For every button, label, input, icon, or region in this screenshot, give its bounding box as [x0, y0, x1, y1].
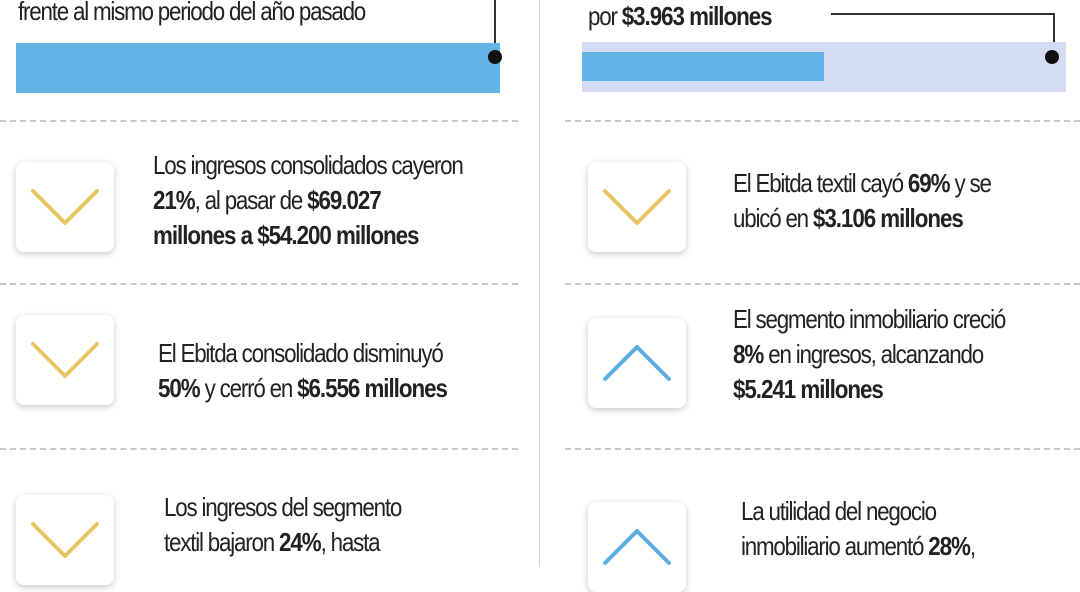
text-line: La utilidad del negocio: [741, 494, 975, 529]
indicator-card-left-1: [16, 162, 114, 252]
left-leader-line: [494, 0, 496, 50]
text-line: ubicó en $3.106 millones: [733, 201, 991, 236]
right-bar-dot: [1045, 50, 1059, 64]
highlight-value: 50%: [158, 373, 201, 403]
text-line: Los ingresos consolidados cayeron: [153, 148, 464, 183]
left-top-caption: frente al mismo periodo del año pasado: [18, 0, 366, 26]
stat-text-left-2: El Ebitda consolidado disminuyó 50% y cer…: [158, 336, 448, 406]
text-segment: El segmento inmobiliario creció: [733, 304, 1006, 334]
chevron-down-icon: [31, 522, 99, 558]
indicator-card-left-2: [16, 315, 114, 405]
chevron-up-icon: [603, 345, 671, 381]
text-segment: , hasta: [320, 527, 381, 557]
indicator-card-right-3: [588, 502, 686, 592]
text-line: millones a $54.200 millones: [153, 218, 463, 253]
right-leader-line: [831, 13, 1055, 55]
text-segment: en ingresos, alcanzando: [763, 339, 984, 369]
text-segment: textil bajaron: [164, 527, 279, 557]
highlight-value: $3.106 millones: [812, 203, 964, 233]
stat-text-left-3: Los ingresos del segmento textil bajaron …: [164, 490, 402, 560]
left-bar-dot: [488, 50, 502, 64]
highlight-value: 21%: [153, 185, 196, 215]
separator-left-2: [0, 283, 518, 285]
text-line: 50% y cerró en $6.556 millones: [158, 371, 448, 406]
text-line: Los ingresos del segmento: [164, 490, 402, 525]
separator-left-3: [0, 448, 518, 450]
highlight-value: 28%: [928, 531, 971, 561]
right-top-caption: por $3.963 millones: [588, 1, 773, 31]
highlight-value: 69%: [907, 168, 951, 198]
column-divider: [539, 0, 540, 567]
text-line: $5.241 millones: [733, 372, 1005, 407]
right-progress-track: [582, 42, 1066, 92]
text-segment: El Ebitda consolidado disminuyó: [158, 338, 444, 368]
highlight-value: 8%: [733, 339, 764, 369]
separator-right-3: [565, 448, 1080, 450]
text-line: 8% en ingresos, alcanzando: [733, 337, 1005, 372]
highlight-value: 24%: [278, 527, 322, 557]
text-line: 21%, al pasar de $69.027: [153, 183, 463, 218]
highlight-value: $69.027: [307, 185, 382, 215]
indicator-card-right-1: [588, 162, 686, 252]
highlight-value: $6.556 millones: [297, 373, 448, 403]
text-segment: inmobiliario aumentó: [741, 531, 929, 561]
text-line: El Ebitda textil cayó 69% y se: [733, 166, 992, 201]
highlight-value: $5.241 millones: [733, 374, 884, 404]
text-line: inmobiliario aumentó 28%,: [741, 529, 976, 564]
text-segment: ubicó en: [733, 203, 813, 233]
text-segment: Los ingresos del segmento: [164, 492, 402, 522]
text-segment: El Ebitda textil cayó: [733, 168, 908, 198]
chevron-up-icon: [603, 529, 671, 565]
separator-right-1: [565, 120, 1080, 122]
text-segment: , al pasar de: [194, 185, 308, 215]
stat-text-left-1: Los ingresos consolidados cayeron 21%, al…: [153, 148, 464, 253]
left-progress-bar: [16, 43, 500, 93]
separator-left-1: [0, 120, 518, 122]
stat-text-right-2: El segmento inmobiliario creció 8% en ing…: [733, 302, 1006, 407]
indicator-card-left-3: [16, 495, 114, 585]
indicator-card-right-2: [588, 318, 686, 408]
text-line: El Ebitda consolidado disminuyó: [158, 336, 447, 371]
highlight-value: millones a $54.200 millones: [153, 220, 419, 250]
stat-text-right-3: La utilidad del negocio inmobiliario aume…: [741, 494, 976, 564]
text-line: El segmento inmobiliario creció: [733, 302, 1006, 337]
text-segment: La utilidad del negocio: [741, 496, 937, 526]
text-segment: ,: [969, 531, 976, 561]
chevron-down-icon: [31, 189, 99, 225]
stat-text-right-1: El Ebitda textil cayó 69% y se ubicó en $…: [733, 166, 992, 236]
text-line: textil bajaron 24%, hasta: [164, 525, 401, 560]
separator-right-2: [565, 283, 1080, 285]
chevron-down-icon: [31, 342, 99, 378]
text-segment: y se: [949, 168, 992, 198]
text-segment: y cerró en: [199, 373, 298, 403]
text-segment: Los ingresos consolidados cayeron: [153, 150, 464, 180]
chevron-down-icon: [603, 189, 671, 225]
right-progress-fill: [582, 52, 824, 81]
